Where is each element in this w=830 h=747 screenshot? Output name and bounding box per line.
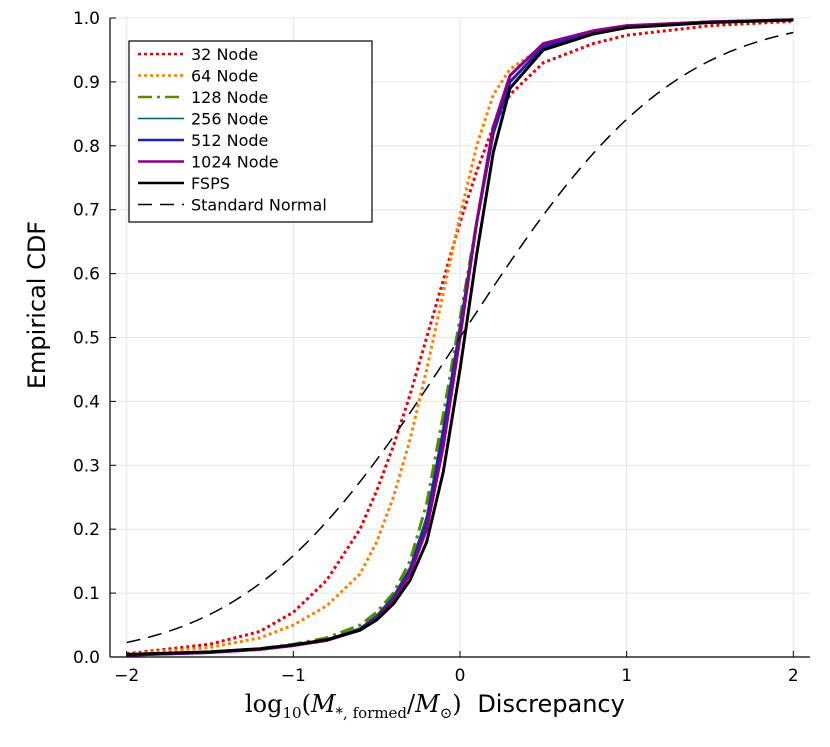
x-tick-label-1: −1 bbox=[281, 666, 306, 686]
y-tick-label-0: 0.0 bbox=[73, 648, 100, 668]
x-tick-label-0: −2 bbox=[114, 666, 139, 686]
y-tick-label-5: 0.5 bbox=[73, 329, 100, 349]
series-group bbox=[126, 18, 794, 657]
legend-label-7: Standard Normal bbox=[191, 196, 327, 215]
y-tick-label-2: 0.2 bbox=[73, 520, 100, 540]
ticks: −2 −1 0 1 2 0.0 0.1 0.2 0.3 0.4 0.5 0.6 0.7 0.8 0.9 1.0 bbox=[73, 9, 799, 686]
legend-label-5: 1024 Node bbox=[191, 153, 279, 172]
series-line-32-node bbox=[126, 19, 794, 656]
y-tick-label-7: 0.7 bbox=[73, 201, 100, 221]
legend-label-4: 512 Node bbox=[191, 131, 268, 150]
legend-label-3: 256 Node bbox=[191, 110, 268, 129]
x-tick-label-4: 2 bbox=[788, 666, 799, 686]
y-tick-label-1: 0.1 bbox=[73, 584, 100, 604]
series-line-standard-normal bbox=[126, 31, 794, 644]
x-tick-label-3: 1 bbox=[621, 666, 632, 686]
legend-label-6: FSPS bbox=[191, 174, 230, 193]
legend-label-0: 32 Node bbox=[191, 45, 258, 64]
legend-box bbox=[128, 40, 373, 223]
legend: 32 Node 64 Node 128 Node 256 Node 512 Node 10… bbox=[128, 40, 373, 223]
y-tick-label-6: 0.6 bbox=[73, 265, 100, 285]
y-tick-label-3: 0.3 bbox=[73, 456, 100, 476]
x-axis-label-math: log10(M*, formed/M⊙) Discrepancy bbox=[245, 690, 625, 722]
y-tick-label-9: 0.9 bbox=[73, 73, 100, 93]
y-tick-label-10: 1.0 bbox=[73, 9, 100, 29]
y-axis-label: Empirical CDF bbox=[23, 221, 51, 389]
legend-label-2: 128 Node bbox=[191, 88, 268, 107]
x-tick-label-2: 0 bbox=[455, 666, 466, 686]
y-tick-label-4: 0.4 bbox=[73, 392, 100, 412]
x-axis-label: log10(M*, formed/M⊙) Discrepancy bbox=[245, 690, 625, 722]
series-line-fsps bbox=[126, 18, 794, 656]
y-tick-label-8: 0.8 bbox=[73, 137, 100, 157]
legend-label-1: 64 Node bbox=[191, 67, 258, 86]
series-line-64-node bbox=[126, 18, 794, 656]
